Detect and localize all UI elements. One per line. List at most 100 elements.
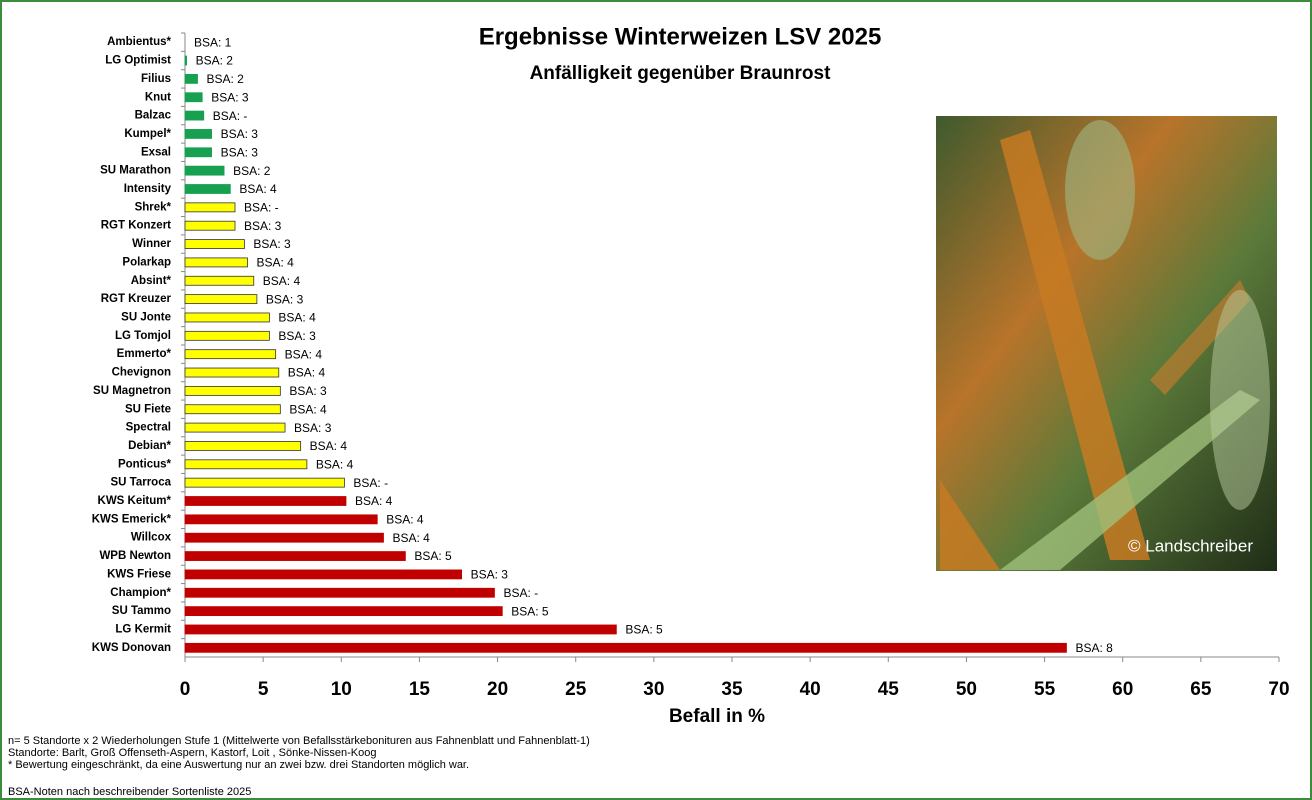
image-credit: © Landschreiber — [1128, 536, 1253, 555]
y-tick-label: Debian* — [128, 440, 171, 452]
x-tick-label: 40 — [800, 679, 821, 700]
x-tick-label: 60 — [1112, 679, 1133, 700]
bar-annotation: BSA: 4 — [285, 347, 323, 361]
bar-annotation: BSA: 2 — [207, 72, 245, 86]
y-tick-label: Ambientus* — [107, 36, 171, 48]
y-tick-label: Intensity — [124, 183, 172, 195]
x-tick-label: 30 — [643, 679, 664, 700]
bar-annotation: BSA: 2 — [233, 164, 271, 178]
y-tick-label: Polarkap — [122, 256, 171, 268]
bar — [184, 367, 280, 378]
bar-annotation: BSA: 3 — [244, 219, 282, 233]
y-tick-label: WPB Newton — [99, 550, 171, 562]
bar-annotation: BSA: 4 — [316, 457, 354, 471]
bar — [184, 422, 286, 433]
y-tick-label: Filius — [141, 73, 171, 85]
y-tick-label: Emmerto* — [117, 348, 172, 360]
bar — [184, 532, 384, 543]
bar-annotation: BSA: 4 — [263, 274, 301, 288]
y-tick-label: KWS Emerick* — [92, 513, 172, 525]
y-tick-label: Knut — [145, 91, 171, 103]
bar-annotation: BSA: - — [503, 586, 538, 600]
bar-annotation: BSA: 3 — [471, 568, 509, 582]
bar-annotation: BSA: 5 — [511, 604, 549, 618]
bar — [184, 477, 345, 488]
y-tick-label: LG Optimist — [105, 55, 171, 67]
bar — [184, 55, 187, 66]
bar — [184, 404, 281, 415]
x-axis-label: Befall in % — [669, 706, 765, 727]
bar — [184, 606, 503, 617]
footnote: Standorte: Barlt, Groß Offenseth-Aspern,… — [8, 747, 376, 759]
x-tick-label: 20 — [487, 679, 508, 700]
x-tick-label: 45 — [878, 679, 900, 700]
bar-annotation: BSA: 2 — [196, 54, 234, 68]
y-tick-label: Balzac — [135, 110, 172, 122]
y-tick-label: KWS Donovan — [92, 642, 171, 654]
bar-annotation: BSA: 4 — [392, 531, 430, 545]
bar-annotation: BSA: 3 — [253, 237, 291, 251]
y-tick-label: Absint* — [131, 275, 172, 287]
y-tick-label: SU Tarroca — [110, 477, 171, 489]
bar — [184, 220, 236, 231]
footnote: BSA-Noten nach beschreibender Sortenlist… — [8, 786, 251, 798]
bar — [184, 441, 302, 451]
bar-annotation: BSA: 4 — [289, 402, 327, 416]
x-tick-label: 70 — [1268, 679, 1289, 700]
bar — [184, 147, 212, 158]
bar-annotation: BSA: 4 — [278, 311, 316, 325]
bar-annotation: BSA: - — [244, 201, 279, 215]
bar-annotation: BSA: 3 — [211, 90, 249, 104]
y-tick-label: Willcox — [131, 532, 172, 544]
y-tick-label: Exsal — [141, 146, 171, 158]
bar-annotation: BSA: 3 — [266, 292, 304, 306]
y-tick-label: LG Tomjol — [115, 330, 171, 342]
bar — [184, 624, 617, 635]
bar — [184, 184, 231, 194]
x-tick-label: 15 — [409, 679, 431, 700]
y-tick-label: SU Marathon — [100, 165, 171, 177]
x-tick-label: 5 — [258, 679, 269, 700]
x-tick-label: 65 — [1190, 679, 1212, 700]
y-tick-label: SU Jonte — [121, 312, 171, 324]
bar — [184, 569, 463, 580]
bar-annotation: BSA: 3 — [278, 329, 316, 343]
bar — [184, 642, 1067, 653]
bar-annotation: BSA: 4 — [355, 494, 393, 508]
chart-title: Ergebnisse Winterweizen LSV 2025 — [479, 23, 882, 50]
bar-annotation: BSA: 3 — [221, 145, 259, 159]
bar — [184, 257, 248, 268]
bar-annotation: BSA: 4 — [386, 513, 424, 527]
x-tick-label: 10 — [331, 679, 352, 700]
x-tick-label: 55 — [1034, 679, 1056, 700]
bar-annotation: BSA: 8 — [1075, 641, 1113, 655]
y-tick-label: Ponticus* — [118, 458, 172, 470]
y-tick-label: LG Kermit — [115, 624, 171, 636]
bar-annotation: BSA: - — [213, 109, 248, 123]
y-tick-label: Chevignon — [112, 367, 171, 379]
y-tick-label: Winner — [132, 238, 171, 250]
bar — [184, 312, 270, 323]
bar — [184, 459, 308, 470]
y-tick-label: KWS Friese — [107, 568, 171, 580]
y-tick-label: KWS Keitum* — [98, 495, 172, 507]
bar — [184, 349, 277, 360]
bar — [184, 239, 245, 249]
bar-annotation: BSA: 1 — [194, 35, 232, 49]
y-tick-label: Kumpel* — [124, 128, 171, 140]
bar-annotation: BSA: 4 — [257, 256, 295, 270]
bar — [184, 294, 258, 305]
bar-annotation: BSA: 3 — [294, 421, 332, 435]
y-tick-label: RGT Kreuzer — [101, 293, 172, 305]
photo — [936, 116, 1277, 571]
bar — [184, 496, 347, 506]
x-tick-label: 35 — [721, 679, 743, 700]
bar-annotation: BSA: 4 — [239, 182, 277, 196]
bar — [184, 165, 225, 176]
y-tick-label: Champion* — [110, 587, 171, 599]
bar — [184, 73, 198, 84]
y-tick-label: Shrek* — [135, 201, 172, 213]
bar — [184, 330, 270, 341]
bar — [184, 514, 378, 525]
bar-annotation: BSA: 5 — [625, 623, 663, 637]
